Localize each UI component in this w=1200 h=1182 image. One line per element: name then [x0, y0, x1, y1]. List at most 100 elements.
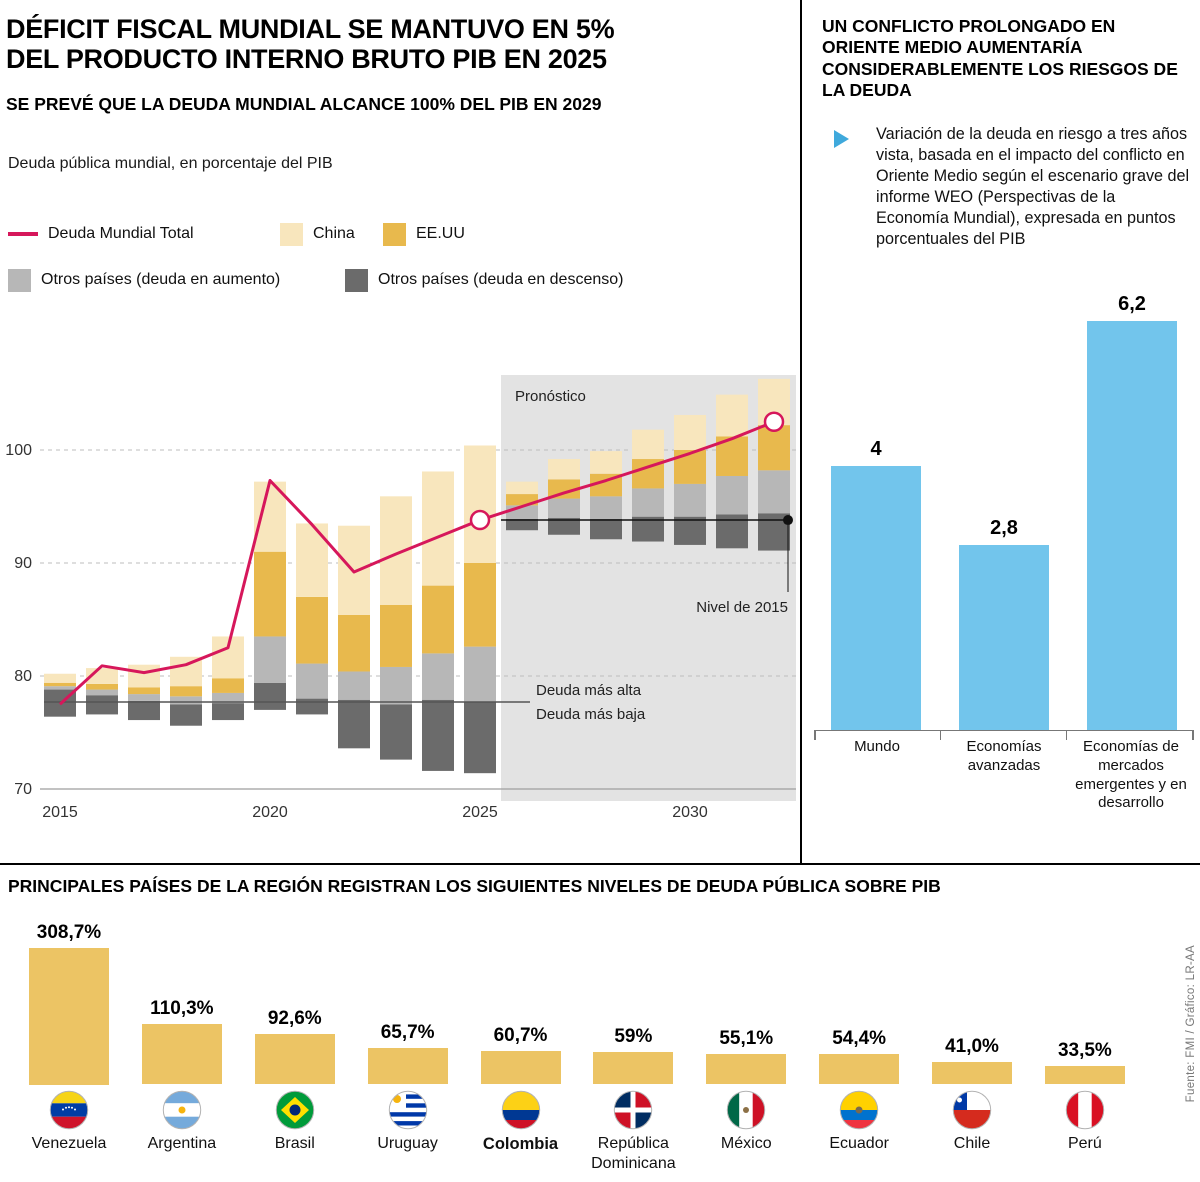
country-flag-wrap: [1065, 1084, 1105, 1130]
segment-otros_aumento-2020: [254, 636, 286, 683]
country-name-label: Venezuela: [31, 1135, 107, 1153]
segment-otros_aumento-2018: [170, 696, 202, 705]
legend-label: China: [313, 225, 355, 242]
source-credit: Fuente: FMI / Gráfico: LR-AA: [1185, 945, 1197, 1103]
segment-otros_descenso-2018: [170, 704, 202, 726]
legend-item-china: China: [280, 222, 355, 246]
x-tick-label: 2030: [672, 804, 708, 821]
country-flag-wrap: [613, 1084, 653, 1130]
country-column-colombia: 60,7% Colombia: [466, 922, 576, 1176]
country-bar: [1044, 1065, 1125, 1084]
legend-item-eeuu: EE.UU: [383, 222, 465, 246]
forecast-label: Pronóstico: [515, 388, 586, 405]
axis-tick: [814, 730, 816, 740]
risk-value-label: 2,8: [990, 517, 1018, 540]
y-tick-label: 80: [14, 668, 32, 685]
country-flag-wrap: [726, 1084, 766, 1130]
country-column-brasil: 92,6% Brasil: [240, 922, 350, 1176]
eeuu-swatch-icon: [383, 222, 406, 246]
country-column-ecuador: 54,4% Ecuador: [804, 922, 914, 1176]
country-column-uruguay: 65,7% Uruguay: [353, 922, 463, 1176]
segment-otros_descenso-2029: [632, 516, 664, 542]
uruguay-flag-icon: [388, 1090, 427, 1130]
segment-china-2024: [422, 471, 454, 586]
segment-china-2027: [548, 459, 580, 480]
otros-descenso-swatch-icon: [345, 268, 368, 292]
brasil-flag-icon: [275, 1090, 314, 1130]
world-debt-chart: 70 80 90 100 Deuda más alta Deuda más baja Niv…: [5, 375, 796, 821]
country-flag-wrap: [501, 1084, 541, 1130]
segment-eeuu-2020: [254, 551, 286, 637]
axis-tick: [1192, 730, 1194, 740]
risk-category-label: Mundo: [854, 738, 900, 755]
risk-bar-2: [1087, 320, 1177, 730]
segment-eeuu-2027: [548, 479, 580, 499]
country-flag-wrap: [952, 1084, 992, 1130]
country-value-label: 92,6%: [267, 1007, 322, 1029]
segment-china-2029: [632, 429, 664, 460]
segment-eeuu-2015: [44, 682, 76, 687]
segment-otros_descenso-2030: [674, 516, 706, 545]
country-bar: [932, 1061, 1012, 1084]
right-panel-note: Variación de la deuda en riesgo a tres a…: [876, 125, 1190, 249]
main-subtitle: SE PREVÉ QUE LA DEUDA MUNDIAL ALCANCE 10…: [6, 94, 602, 114]
segment-otros_aumento-2016: [86, 689, 118, 696]
segment-otros_descenso-2020: [254, 682, 286, 710]
world-debt-total-line: [58, 420, 775, 706]
segment-china-2017: [128, 664, 160, 688]
debt-at-risk-chart: 4 2,8 6,2: [814, 292, 1194, 740]
country-flag-wrap: [839, 1084, 879, 1130]
china-swatch-icon: [280, 222, 303, 246]
peru-flag-icon: [1065, 1090, 1105, 1130]
country-bar: [367, 1048, 448, 1084]
axis-tick: [1065, 730, 1068, 740]
segment-eeuu-2023: [380, 604, 412, 667]
segment-otros_descenso-2024: [422, 699, 454, 771]
segment-eeuu-2021: [296, 596, 328, 664]
segment-otros_descenso-2021: [296, 698, 328, 715]
country-bar: [819, 1054, 900, 1084]
risk-value-label: 6,2: [1118, 292, 1146, 315]
ecuador-flag-icon: [839, 1090, 879, 1130]
x-tick-label: 2025: [462, 804, 498, 821]
risk-category-label: Economías avanzadas: [966, 738, 1042, 774]
segment-otros_aumento-2030: [674, 483, 706, 517]
segment-china-2031: [716, 394, 748, 437]
segment-china-2028: [590, 451, 622, 474]
risk-bar-0: [831, 466, 921, 730]
segment-otros_descenso-2019: [212, 703, 244, 721]
line-marker-2032-icon: [763, 411, 785, 432]
legend-item-otros-descenso: Otros países (deuda en descenso): [345, 268, 623, 292]
country-column-argentina: 110,3% Argentina: [127, 922, 237, 1176]
country-bar: [141, 1023, 222, 1084]
segment-otros_aumento-2032: [758, 470, 790, 514]
chart-units-note: Deuda pública mundial, en porcentaje del…: [8, 155, 333, 172]
legend-label: EE.UU: [416, 225, 465, 242]
segment-otros_aumento-2028: [590, 496, 622, 519]
x-tick-label: 2020: [252, 804, 288, 821]
country-name-label: México: [720, 1135, 772, 1152]
segment-china-2025: [464, 445, 496, 563]
segment-otros_descenso-2016: [86, 695, 118, 715]
segment-otros_aumento-2019: [212, 692, 244, 704]
country-flag-wrap: [388, 1084, 428, 1130]
segment-china-2021: [296, 523, 328, 597]
segment-eeuu-2024: [422, 585, 454, 654]
y-tick-label: 100: [5, 442, 32, 459]
right-panel-title: UN CONFLICTO PROLONGADO EN ORIENTE MEDIO…: [822, 16, 1178, 101]
segment-otros_descenso-2028: [590, 518, 622, 540]
country-name-label: República Dominicana: [591, 1135, 676, 1172]
country-bar: [480, 1050, 561, 1084]
vertical-divider: [800, 0, 802, 863]
segment-eeuu-2032: [758, 425, 790, 471]
segment-otros_descenso-2023: [380, 704, 412, 760]
segment-eeuu-2016: [86, 683, 118, 690]
country-value-label: 33,5%: [1057, 1039, 1112, 1061]
country-flag-wrap: [49, 1085, 89, 1131]
legend-label: Deuda Mundial Total: [48, 225, 194, 242]
argentina-flag-icon: [162, 1090, 202, 1130]
segment-otros_aumento-2024: [422, 653, 454, 700]
main-title: DÉFICIT FISCAL MUNDIAL SE MANTUVO EN 5% …: [6, 14, 615, 75]
country-column-república-dominicana: 59% República Dominicana: [578, 922, 688, 1176]
